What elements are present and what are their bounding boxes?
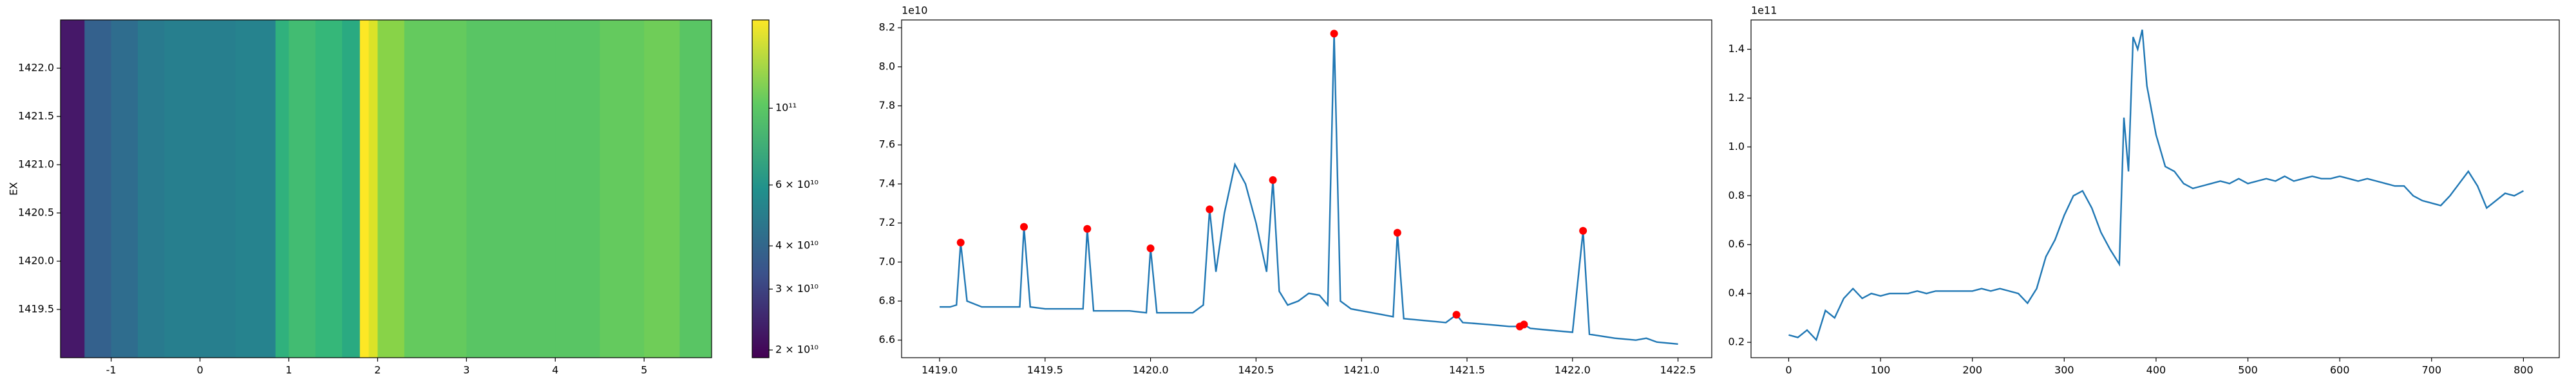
y-tick-label: 0.8 — [1728, 189, 1745, 201]
x-tick-label: -1 — [106, 364, 117, 376]
offset-label: 1e10 — [902, 5, 927, 17]
heatmap-cell — [342, 20, 361, 358]
y-tick-label: 6.6 — [879, 333, 895, 345]
colorbar-frame — [752, 19, 770, 358]
x-tick-label: 4 — [552, 364, 558, 376]
x-tick-label: 600 — [2330, 364, 2350, 376]
colorbar — [752, 20, 769, 358]
y-tick-label: 1421.5 — [18, 110, 54, 122]
heatmap-cell — [315, 20, 343, 358]
heatmap-cell — [679, 20, 712, 358]
y-tick-label: 8.2 — [879, 21, 895, 33]
y-tick-label: 6.8 — [879, 294, 895, 306]
peak-marker — [1452, 311, 1461, 319]
y-tick-label: 1422.0 — [18, 62, 54, 74]
axes-frame — [60, 19, 712, 358]
heatmap-cell — [111, 20, 138, 358]
peak-marker — [1330, 30, 1338, 38]
colorbar-tick-label: 2 × 10¹⁰ — [775, 344, 819, 356]
x-tick-label: 800 — [2514, 364, 2533, 376]
x-tick-label: 1422.5 — [1660, 364, 1696, 376]
y-tick-label: 0.6 — [1728, 238, 1745, 250]
line-series — [940, 33, 1678, 345]
heatmap-cell — [404, 20, 467, 358]
y-tick-label: 1.4 — [1728, 42, 1745, 55]
peak-marker — [1020, 223, 1028, 231]
x-tick-label: 1421.5 — [1449, 364, 1485, 376]
y-tick-label: 7.4 — [879, 177, 895, 189]
x-tick-label: 1419.5 — [1027, 364, 1063, 376]
x-tick-label: 1419.0 — [922, 364, 958, 376]
y-tick-label: 1419.5 — [18, 303, 54, 315]
x-tick-label: 3 — [463, 364, 469, 376]
x-tick-label: 300 — [2054, 364, 2074, 376]
offset-label: 1e11 — [1751, 5, 1777, 17]
colorbar-tick-label: 4 × 10¹⁰ — [775, 239, 819, 252]
y-tick-label: 0.2 — [1728, 336, 1745, 348]
x-tick-label: 0 — [196, 364, 203, 376]
peak-marker — [1146, 244, 1155, 253]
heatmap-cell — [275, 20, 289, 358]
heatmap-cell — [359, 20, 370, 358]
heatmap-cell — [164, 20, 201, 358]
x-tick-label: 1420.0 — [1133, 364, 1169, 376]
x-tick-label: 2 — [374, 364, 381, 376]
y-tick-label: 7.0 — [879, 255, 895, 268]
peak-marker — [1206, 205, 1214, 214]
colorbar-tick-label: 6 × 10¹⁰ — [775, 178, 819, 190]
peak-marker — [1269, 176, 1277, 184]
x-tick-label: 1420.5 — [1238, 364, 1274, 376]
peak-marker — [1579, 226, 1587, 235]
heatmap-cell — [61, 20, 85, 358]
y-tick-label: 1420.5 — [18, 207, 54, 219]
y-tick-label: 7.6 — [879, 138, 895, 151]
heatmap-cell — [235, 20, 276, 358]
heatmap-cell — [137, 20, 165, 358]
peak-marker — [1083, 225, 1092, 233]
x-tick-label: 500 — [2238, 364, 2258, 376]
x-tick-label: 700 — [2421, 364, 2441, 376]
heatmap-cell — [644, 20, 680, 358]
y-tick-label: 7.8 — [879, 99, 895, 111]
x-tick-label: 1 — [285, 364, 292, 376]
y-tick-label: 0.4 — [1728, 287, 1745, 299]
heatmap-cell — [600, 20, 645, 358]
y-tick-label: 1.2 — [1728, 91, 1745, 104]
x-tick-label: 400 — [2146, 364, 2166, 376]
x-tick-label: 5 — [641, 364, 647, 376]
x-tick-label: 200 — [1962, 364, 1982, 376]
x-tick-label: 0 — [1785, 364, 1792, 376]
y-tick-label: 1.0 — [1728, 140, 1745, 152]
y-tick-label: 7.2 — [879, 216, 895, 228]
x-tick-label: 1422.0 — [1555, 364, 1591, 376]
x-tick-label: 1421.0 — [1343, 364, 1379, 376]
y-tick-label: 1420.0 — [18, 255, 54, 267]
line-series — [1788, 29, 2524, 342]
axes-frame — [1750, 19, 2560, 358]
peak-marker — [1393, 228, 1401, 237]
heatmap-cell — [289, 20, 316, 358]
heatmap-cell — [200, 20, 236, 358]
heatmap-cell — [368, 20, 378, 358]
peak-marker — [1520, 320, 1528, 329]
heatmap-cell — [84, 20, 112, 358]
y-tick-label: 1421.0 — [18, 158, 54, 170]
heatmap-cell — [377, 20, 405, 358]
colorbar-tick-label: 10¹¹ — [775, 102, 797, 114]
heatmap-cell — [466, 20, 556, 358]
y-axis-label: EX — [8, 182, 20, 196]
peak-marker — [956, 238, 965, 246]
colorbar-tick-label: 3 × 10¹⁰ — [775, 282, 819, 295]
x-tick-label: 100 — [1871, 364, 1891, 376]
axes-frame — [901, 19, 1712, 358]
heatmap-cell — [555, 20, 600, 358]
y-tick-label: 8.0 — [879, 60, 895, 72]
